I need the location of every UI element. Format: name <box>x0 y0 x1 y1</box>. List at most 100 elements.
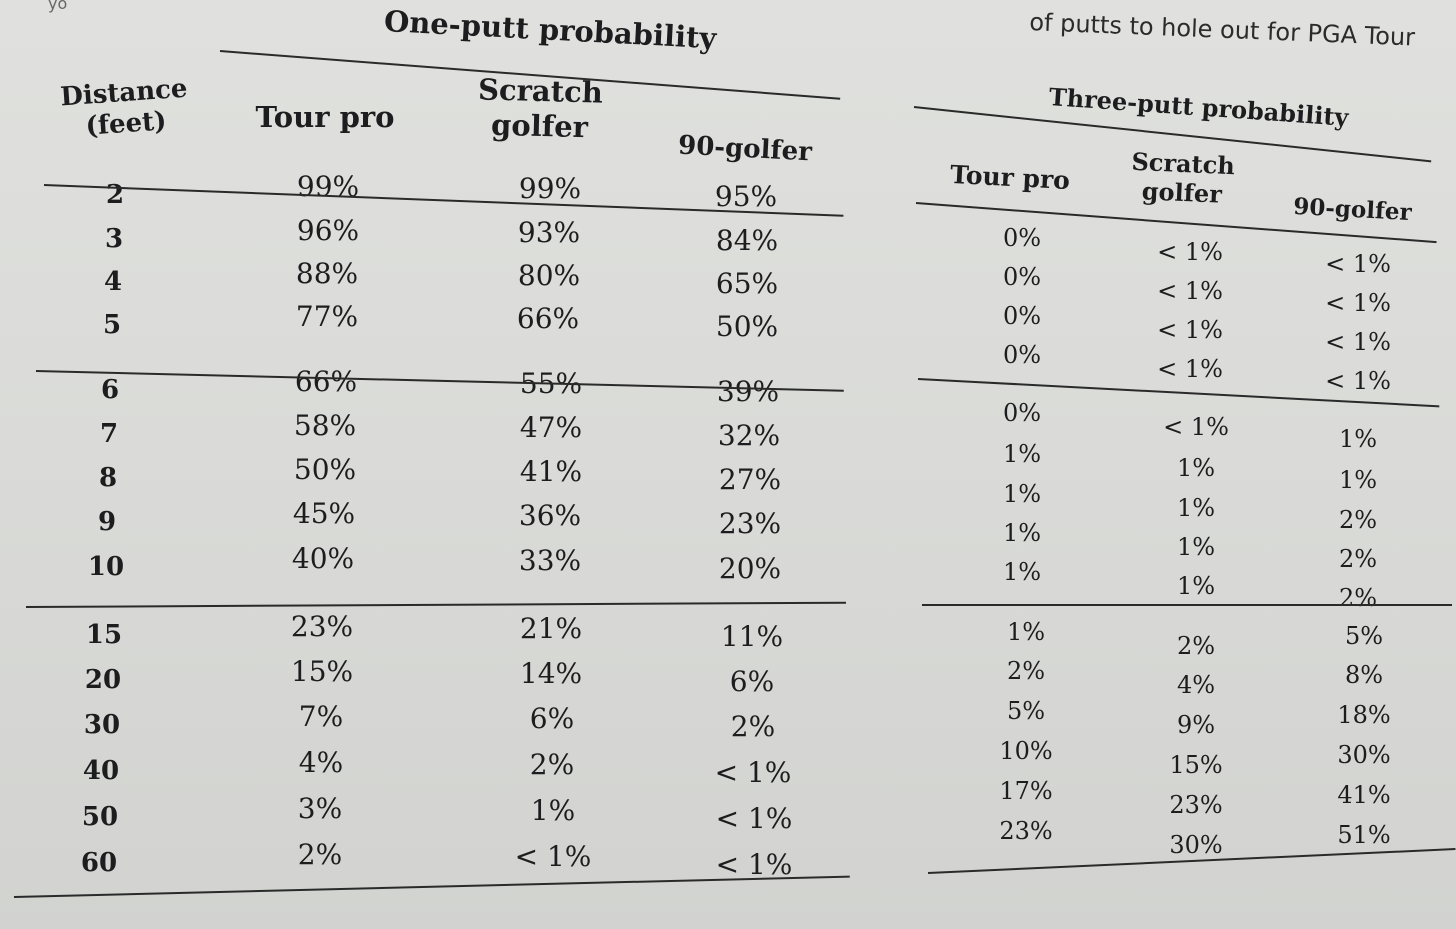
distance-cell: 6 <box>100 375 120 405</box>
one-putt-group-rule-2 <box>25 601 846 608</box>
one-putt-90-golfer-cell: < 1% <box>714 756 792 789</box>
three-putt-90-golfer-cell: 51% <box>1337 821 1391 849</box>
one-putt-header-90-golfer: 90-golfer <box>677 130 813 168</box>
three-putt-tour-pro-cell: 0% <box>1002 341 1042 369</box>
one-putt-scratch-cell: 80% <box>517 259 581 292</box>
three-putt-90-golfer-cell: 1% <box>1338 466 1378 494</box>
one-putt-90-golfer-cell: 50% <box>715 310 779 343</box>
three-putt-tour-pro-cell: 0% <box>1002 224 1042 252</box>
three-putt-90-golfer-cell: < 1% <box>1325 367 1391 395</box>
three-putt-scratch-cell: 1% <box>1176 454 1216 482</box>
three-putt-tour-pro-cell: 23% <box>999 817 1053 845</box>
three-putt-90-golfer-cell: 2% <box>1338 545 1378 573</box>
three-putt-scratch-cell: < 1% <box>1163 413 1229 441</box>
three-putt-scratch-cell: 9% <box>1176 711 1216 739</box>
distance-cell: 7 <box>99 419 119 449</box>
distance-cell: 10 <box>87 552 125 582</box>
three-putt-tour-pro-cell: 17% <box>999 777 1053 805</box>
table-caption-fragment: of putts to hole out for PGA Tour <box>1028 8 1416 52</box>
one-putt-90-golfer-cell: < 1% <box>715 848 793 881</box>
three-putt-scratch-cell: 4% <box>1176 671 1216 699</box>
three-putt-90-golfer-cell: 1% <box>1338 425 1378 453</box>
distance-cell: 9 <box>97 507 117 537</box>
one-putt-scratch-cell: 93% <box>517 216 581 249</box>
three-putt-90-golfer-cell: 2% <box>1338 506 1378 534</box>
three-putt-scratch-cell: 1% <box>1176 572 1216 600</box>
three-putt-scratch-cell: 23% <box>1169 791 1223 819</box>
three-putt-90-golfer-cell: 30% <box>1337 741 1391 769</box>
distance-cell: 15 <box>85 620 123 650</box>
one-putt-tour-pro-cell: 88% <box>295 257 359 290</box>
distance-cell: 50 <box>81 802 119 832</box>
one-putt-90-golfer-cell: 23% <box>718 507 782 540</box>
three-putt-tour-pro-cell: 5% <box>1006 697 1046 725</box>
one-putt-header-tour-pro: Tour pro <box>255 100 395 134</box>
one-putt-90-golfer-cell: 65% <box>715 267 779 300</box>
distance-cell: 3 <box>104 224 124 254</box>
one-putt-scratch-cell: 41% <box>519 455 583 488</box>
three-putt-group-rule-2 <box>922 604 1452 606</box>
one-putt-header-scratch: Scratch golfer <box>477 72 604 145</box>
three-putt-scratch-cell: 15% <box>1169 751 1223 779</box>
three-putt-scratch-cell: 30% <box>1169 831 1223 859</box>
one-putt-scratch-cell: 14% <box>519 657 583 690</box>
three-putt-90-golfer-cell: < 1% <box>1325 328 1391 356</box>
one-putt-tour-pro-cell: 4% <box>298 746 344 779</box>
one-putt-scratch-cell: 47% <box>519 411 583 444</box>
one-putt-tour-pro-cell: 7% <box>298 700 344 733</box>
distance-cell: 30 <box>83 710 121 740</box>
three-putt-tour-pro-cell: 1% <box>1002 440 1042 468</box>
three-putt-tour-pro-cell: 1% <box>1002 558 1042 586</box>
one-putt-tour-pro-cell: 50% <box>293 453 357 486</box>
one-putt-90-golfer-cell: 6% <box>729 665 775 698</box>
one-putt-90-golfer-cell: 84% <box>715 224 779 257</box>
three-putt-90-golfer-cell: < 1% <box>1325 250 1391 278</box>
three-putt-90-golfer-cell: 41% <box>1337 781 1391 809</box>
one-putt-90-golfer-cell: 27% <box>718 463 782 496</box>
one-putt-scratch-cell: 99% <box>518 172 582 205</box>
distance-cell: 20 <box>84 665 122 695</box>
three-putt-tour-pro-cell: 0% <box>1002 263 1042 291</box>
three-putt-tour-pro-cell: 2% <box>1006 657 1046 685</box>
distance-cell: 60 <box>80 848 118 878</box>
three-putt-tour-pro-cell: 10% <box>999 737 1053 765</box>
one-putt-scratch-cell: 33% <box>518 544 582 577</box>
one-putt-tour-pro-cell: 3% <box>297 792 343 825</box>
one-putt-tour-pro-cell: 2% <box>297 838 343 871</box>
one-putt-scratch-cell: 2% <box>529 748 575 781</box>
one-putt-tour-pro-cell: 77% <box>295 300 359 333</box>
three-putt-90-golfer-cell: < 1% <box>1325 289 1391 317</box>
page-corner-fragment: yo <box>48 0 68 13</box>
one-putt-tour-pro-cell: 66% <box>294 365 358 398</box>
one-putt-scratch-cell: 1% <box>530 794 576 827</box>
one-putt-tour-pro-cell: 58% <box>293 409 357 442</box>
three-putt-scratch-cell: 1% <box>1176 533 1216 561</box>
one-putt-tour-pro-cell: 23% <box>290 610 354 643</box>
three-putt-tour-pro-cell: 0% <box>1002 399 1042 427</box>
three-putt-scratch-cell: 1% <box>1176 494 1216 522</box>
three-putt-tour-pro-cell: 1% <box>1002 519 1042 547</box>
three-putt-header-scratch: Scratch golfer <box>1130 146 1236 209</box>
one-putt-tour-pro-cell: 15% <box>290 655 354 688</box>
three-putt-scratch-cell: < 1% <box>1157 277 1223 305</box>
one-putt-scratch-cell: 66% <box>516 302 580 335</box>
distance-header: Distance (feet) <box>58 74 192 145</box>
distance-cell: 40 <box>82 756 120 786</box>
one-putt-scratch-cell: < 1% <box>514 840 592 873</box>
three-putt-header-tour-pro: Tour pro <box>949 159 1071 196</box>
one-putt-title: One-putt probability <box>383 4 718 56</box>
three-putt-scratch-cell: < 1% <box>1157 355 1223 383</box>
one-putt-scratch-cell: 6% <box>529 702 575 735</box>
three-putt-tour-pro-cell: 1% <box>1006 618 1046 646</box>
one-putt-bottom-rule <box>13 875 850 898</box>
one-putt-tour-pro-cell: 40% <box>291 542 355 575</box>
distance-cell: 8 <box>98 463 118 493</box>
three-putt-tour-pro-cell: 0% <box>1002 302 1042 330</box>
three-putt-scratch-cell: < 1% <box>1157 316 1223 344</box>
three-putt-header-90-golfer: 90-golfer <box>1292 192 1413 227</box>
one-putt-scratch-cell: 36% <box>518 499 582 532</box>
three-putt-90-golfer-cell: 8% <box>1344 661 1384 689</box>
one-putt-tour-pro-cell: 96% <box>296 214 360 247</box>
one-putt-90-golfer-cell: < 1% <box>715 802 793 835</box>
three-putt-90-golfer-cell: 5% <box>1344 622 1384 650</box>
